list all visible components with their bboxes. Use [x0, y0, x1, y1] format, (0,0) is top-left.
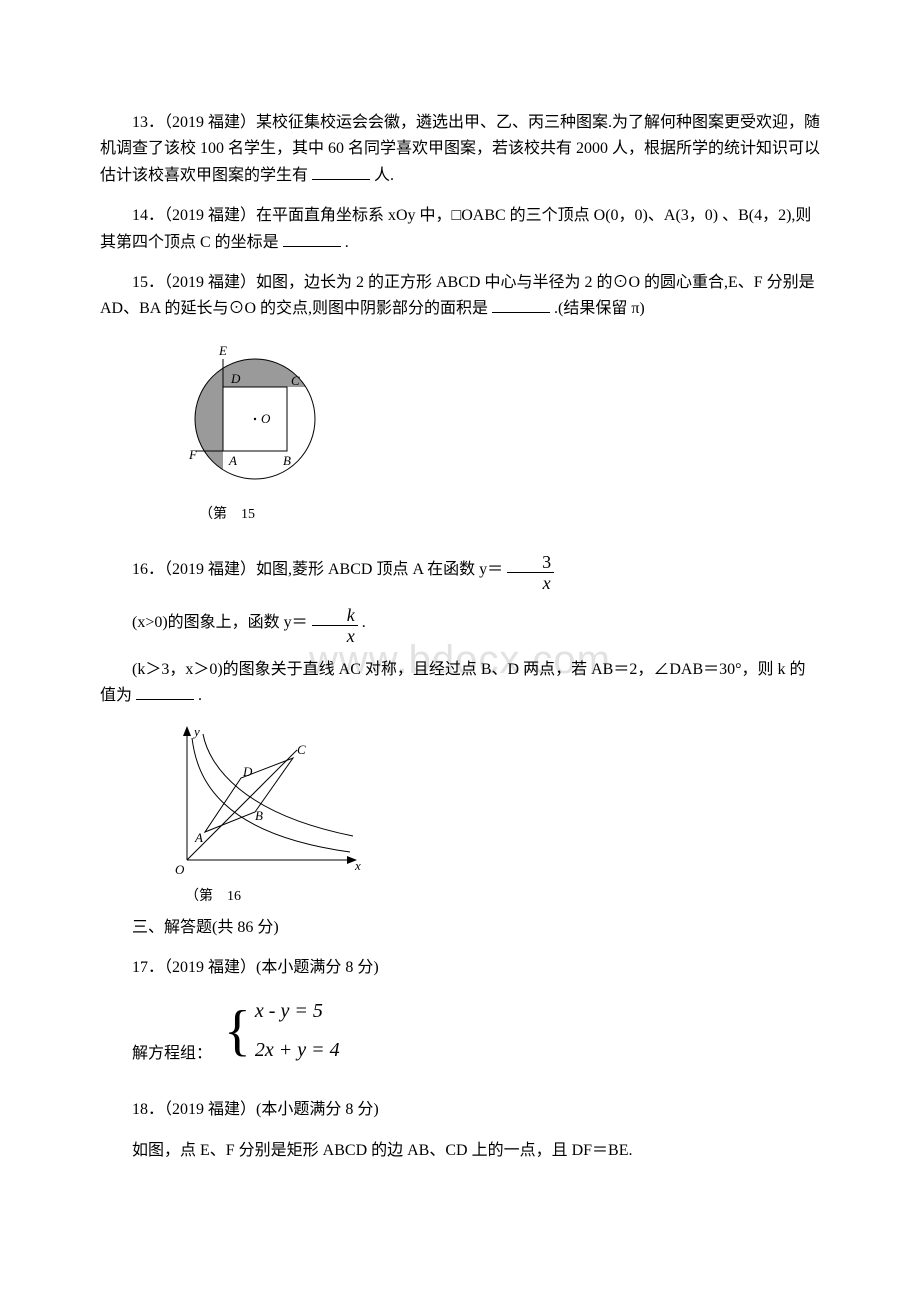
q16-frac2-den: x: [312, 626, 358, 645]
svg-text:y: y: [192, 724, 200, 739]
q16-figure: y x O A B C D （第 16: [165, 724, 820, 905]
q16-line3: (k＞3，x＞0)的图象关于直线 AC 对称，且经过点 B、D 两点，若 AB＝…: [100, 657, 820, 710]
q16-frac1: 3 x: [507, 553, 554, 592]
q16-svg: y x O A B C D: [165, 724, 365, 879]
q16-frac2: k x: [312, 606, 358, 645]
q15-line1: 15．（2019 福建）如图，边长为 2 的正方形 ABCD 中心与半径为 2 …: [100, 274, 815, 317]
q16-frac1-num: 3: [507, 553, 554, 573]
q16-suffix: .: [198, 687, 202, 704]
svg-text:D: D: [230, 371, 241, 386]
svg-text:O: O: [261, 411, 271, 426]
q16-frac1-den: x: [507, 573, 554, 592]
q17-eq-row2: 2x + y = 4: [255, 1034, 340, 1067]
svg-text:C: C: [291, 373, 300, 388]
q13-prefix: 13．（2019 福建）某校征集校运会会徽，遴选出甲、乙、丙三种图案.为了解何种…: [100, 114, 820, 184]
q13-text: 13．（2019 福建）某校征集校运会会徽，遴选出甲、乙、丙三种图案.为了解何种…: [100, 110, 820, 189]
section3-title: 三、解答题(共 86 分): [100, 915, 820, 941]
q15-caption: （第 15: [199, 503, 820, 523]
q15-figure: E D C F A B O （第 15: [165, 337, 820, 523]
brace-icon: {: [224, 1003, 251, 1059]
svg-text:O: O: [175, 862, 185, 877]
q16-caption: （第 16: [185, 885, 820, 905]
svg-text:A: A: [194, 830, 203, 845]
q14-blank: [283, 232, 341, 247]
q14-suffix: .: [345, 234, 349, 251]
q17-lead: 解方程组：: [100, 1041, 212, 1067]
q16-blank: [136, 685, 194, 700]
q16-frac2-num: k: [312, 606, 358, 626]
q17-eq-row1: x - y = 5: [255, 995, 340, 1028]
q17-header: 17．（2019 福建）(本小题满分 8 分): [100, 955, 820, 981]
q14-line1: 14．（2019 福建）在平面直角坐标系 xOy 中，□OABC 的三个顶点 O…: [100, 207, 811, 250]
q14-text: 14．（2019 福建）在平面直角坐标系 xOy 中，□OABC 的三个顶点 O…: [100, 203, 820, 256]
q16-part1: 16．（2019 福建）如图,菱形 ABCD 顶点 A 在函数 y＝: [132, 561, 503, 578]
q17-body: 解方程组： { x - y = 5 2x + y = 4: [100, 995, 820, 1067]
svg-text:A: A: [228, 453, 237, 468]
q16-part2b: .: [362, 614, 366, 631]
svg-text:E: E: [218, 343, 227, 358]
svg-text:x: x: [354, 858, 361, 873]
q16-part3: (k＞3，x＞0)的图象关于直线 AC 对称，且经过点 B、D 两点，若 AB＝…: [100, 661, 806, 704]
q15-suffix: .(结果保留 π): [554, 300, 645, 317]
q16-line1: 16．（2019 福建）如图,菱形 ABCD 顶点 A 在函数 y＝ 3 x: [100, 551, 820, 590]
q16-part2a: (x>0)的图象上，函数 y＝: [132, 614, 308, 631]
svg-text:D: D: [242, 764, 253, 779]
content: 13．（2019 福建）某校征集校运会会徽，遴选出甲、乙、丙三种图案.为了解何种…: [100, 110, 820, 1164]
q15-svg: E D C F A B O: [165, 337, 335, 497]
svg-text:F: F: [188, 447, 198, 462]
q13-blank: [312, 165, 370, 180]
q16-line2: (x>0)的图象上，函数 y＝ k x .: [100, 604, 820, 643]
svg-text:C: C: [297, 742, 306, 757]
svg-text:B: B: [255, 808, 263, 823]
q13-suffix: 人.: [374, 167, 394, 184]
svg-text:B: B: [283, 453, 291, 468]
q18-header: 18．（2019 福建）(本小题满分 8 分): [100, 1097, 820, 1123]
q18-body: 如图，点 E、F 分别是矩形 ABCD 的边 AB、CD 上的一点，且 DF＝B…: [100, 1138, 820, 1164]
q15-blank: [492, 298, 550, 313]
q15-text: 15．（2019 福建）如图，边长为 2 的正方形 ABCD 中心与半径为 2 …: [100, 270, 820, 323]
q17-system: { x - y = 5 2x + y = 4: [224, 995, 340, 1067]
